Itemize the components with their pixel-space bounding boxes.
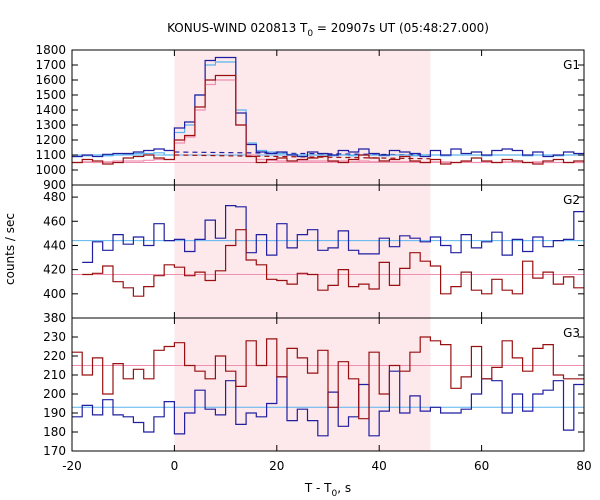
series-step-line (72, 74, 584, 165)
y-tick-label: 190 (43, 406, 66, 420)
series-step-line (72, 370, 584, 437)
chart-title: KONUS-WIND 020813 T0 = 20907s UT (05:48:… (167, 21, 489, 39)
y-tick-label: 420 (43, 263, 66, 277)
x-tick-label: -20 (62, 459, 82, 473)
y-tick-label: 400 (43, 287, 66, 301)
series-step-line (82, 205, 584, 263)
series-step-line (82, 229, 584, 297)
y-tick-label: 230 (43, 330, 66, 344)
x-tick-label: 40 (372, 459, 387, 473)
y-tick-label: 460 (43, 214, 66, 228)
dashed-reference-line (174, 151, 431, 156)
shaded-interval (174, 50, 431, 451)
y-tick-label: 1400 (35, 103, 66, 117)
series-step-line (72, 336, 584, 420)
y-tick-label: 200 (43, 387, 66, 401)
y-tick-label: 1500 (35, 88, 66, 102)
x-tick-label: 80 (576, 459, 591, 473)
panel-frame (71, 317, 585, 452)
series-step-line (72, 56, 584, 158)
x-tick-label: 60 (474, 459, 489, 473)
panel-label: G1 (563, 58, 580, 72)
panel-label: G2 (563, 193, 580, 207)
y-tick-label: 1100 (35, 148, 66, 162)
y-tick-label: 1600 (35, 73, 66, 87)
y-tick-label: 210 (43, 368, 66, 382)
y-tick-label: 220 (43, 349, 66, 363)
x-tick-label: 20 (269, 459, 284, 473)
panel-g2: 380 400 420 440 460 480 G2 (43, 184, 585, 325)
y-tick-label: 1300 (35, 118, 66, 132)
y-tick-label: 1200 (35, 133, 66, 147)
y-tick-label: 380 (43, 311, 66, 325)
y-tick-label: 1700 (35, 58, 66, 72)
y-tick-label: 1000 (35, 163, 66, 177)
y-tick-label: 900 (43, 178, 66, 192)
panel-label: G3 (563, 326, 580, 340)
y-tick-label: 170 (43, 444, 66, 458)
y-tick-label: 180 (43, 425, 66, 439)
y-tick-label: 440 (43, 238, 66, 252)
y-tick-label: 480 (43, 190, 66, 204)
y-tick-label: 1800 (35, 43, 66, 57)
x-axis-label: T - T0, s (304, 481, 351, 499)
panel-g3: 170 180 190 200 210 220 230 G3 (43, 317, 585, 458)
y-axis-label: counts / sec (3, 213, 17, 285)
x-tick-label: 0 (171, 459, 179, 473)
